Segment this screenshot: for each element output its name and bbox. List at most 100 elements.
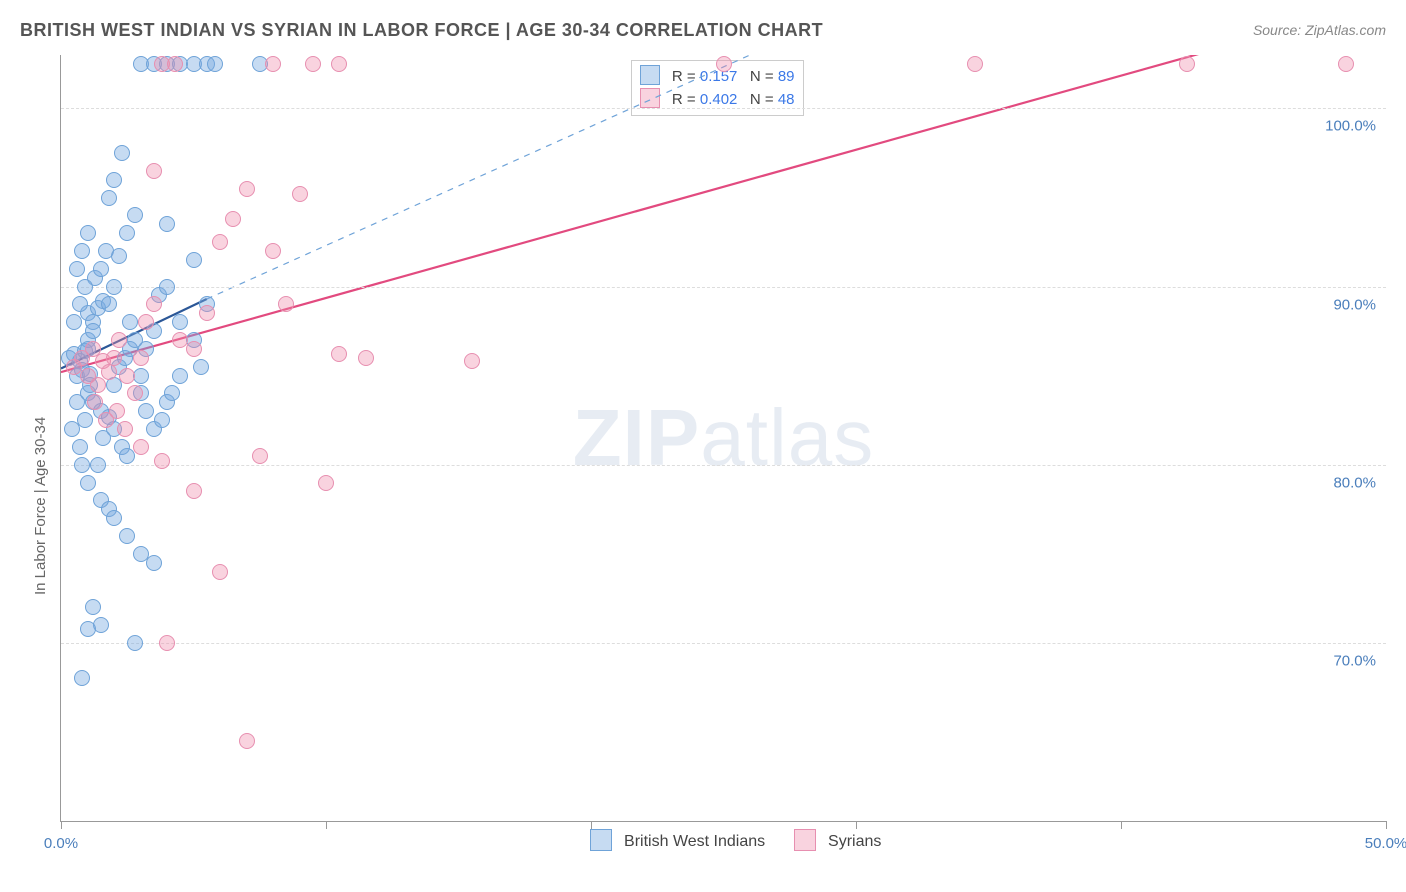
data-point bbox=[199, 305, 215, 321]
data-point bbox=[109, 403, 125, 419]
data-point bbox=[159, 216, 175, 232]
data-point bbox=[74, 457, 90, 473]
series-legend: British West Indians Syrians bbox=[61, 829, 1386, 851]
data-point bbox=[122, 314, 138, 330]
data-point bbox=[85, 323, 101, 339]
data-point bbox=[146, 555, 162, 571]
x-tick bbox=[326, 821, 327, 829]
data-point bbox=[193, 359, 209, 375]
data-point bbox=[305, 56, 321, 72]
data-point bbox=[74, 670, 90, 686]
data-point bbox=[358, 350, 374, 366]
data-point bbox=[146, 296, 162, 312]
data-point bbox=[239, 181, 255, 197]
y-tick-label: 90.0% bbox=[1333, 296, 1376, 313]
source-attribution: Source: ZipAtlas.com bbox=[1253, 22, 1386, 38]
data-point bbox=[69, 261, 85, 277]
trend-lines bbox=[61, 55, 1386, 821]
watermark-bold: ZIP bbox=[573, 393, 700, 482]
data-point bbox=[101, 364, 117, 380]
data-point bbox=[212, 234, 228, 250]
data-point bbox=[95, 430, 111, 446]
data-point bbox=[164, 385, 180, 401]
chart-container: In Labor Force | Age 30-34 ZIPatlas R = … bbox=[20, 55, 1386, 872]
plot-area: ZIPatlas R = 0.157 N = 89 R = 0.402 N = … bbox=[60, 55, 1386, 822]
data-point bbox=[278, 296, 294, 312]
data-point bbox=[464, 353, 480, 369]
r-label: R = bbox=[672, 91, 700, 108]
data-point bbox=[331, 346, 347, 362]
data-point bbox=[119, 528, 135, 544]
data-point bbox=[106, 172, 122, 188]
gridline-h bbox=[61, 465, 1386, 466]
data-point bbox=[172, 368, 188, 384]
swatch-bwi-bottom bbox=[590, 829, 612, 851]
swatch-syr bbox=[640, 88, 660, 108]
data-point bbox=[72, 439, 88, 455]
data-point bbox=[716, 56, 732, 72]
n-label: N = bbox=[742, 68, 778, 85]
data-point bbox=[111, 248, 127, 264]
data-point bbox=[117, 421, 133, 437]
data-point bbox=[93, 261, 109, 277]
y-axis-label: In Labor Force | Age 30-34 bbox=[32, 417, 49, 595]
data-point bbox=[77, 412, 93, 428]
data-point bbox=[138, 314, 154, 330]
n-value-syr: 48 bbox=[778, 91, 795, 108]
data-point bbox=[80, 621, 96, 637]
data-point bbox=[186, 252, 202, 268]
data-point bbox=[159, 635, 175, 651]
data-point bbox=[167, 56, 183, 72]
gridline-h bbox=[61, 108, 1386, 109]
data-point bbox=[85, 599, 101, 615]
data-point bbox=[119, 225, 135, 241]
data-point bbox=[318, 475, 334, 491]
x-tick bbox=[1121, 821, 1122, 829]
legend-label-syr: Syrians bbox=[828, 833, 881, 850]
data-point bbox=[265, 243, 281, 259]
x-tick bbox=[61, 821, 62, 829]
chart-title: BRITISH WEST INDIAN VS SYRIAN IN LABOR F… bbox=[20, 20, 823, 41]
data-point bbox=[77, 279, 93, 295]
data-point bbox=[127, 207, 143, 223]
data-point bbox=[101, 190, 117, 206]
r-label: R = bbox=[672, 68, 700, 85]
data-point bbox=[111, 332, 127, 348]
data-point bbox=[331, 56, 347, 72]
watermark-light: atlas bbox=[700, 393, 874, 482]
gridline-h bbox=[61, 287, 1386, 288]
data-point bbox=[172, 314, 188, 330]
x-tick-label: 50.0% bbox=[1365, 835, 1406, 852]
n-value-bwi: 89 bbox=[778, 68, 795, 85]
x-tick bbox=[1386, 821, 1387, 829]
data-point bbox=[106, 510, 122, 526]
y-tick-label: 100.0% bbox=[1325, 118, 1376, 135]
data-point bbox=[127, 385, 143, 401]
data-point bbox=[101, 296, 117, 312]
swatch-syr-bottom bbox=[794, 829, 816, 851]
data-point bbox=[292, 186, 308, 202]
data-point bbox=[74, 243, 90, 259]
x-tick bbox=[591, 821, 592, 829]
data-point bbox=[87, 394, 103, 410]
r-value-syr: 0.402 bbox=[700, 91, 738, 108]
data-point bbox=[133, 350, 149, 366]
x-tick bbox=[856, 821, 857, 829]
data-point bbox=[252, 448, 268, 464]
watermark: ZIPatlas bbox=[573, 392, 874, 484]
data-point bbox=[133, 439, 149, 455]
y-tick-label: 80.0% bbox=[1333, 474, 1376, 491]
data-point bbox=[207, 56, 223, 72]
data-point bbox=[138, 403, 154, 419]
data-point bbox=[90, 457, 106, 473]
data-point bbox=[225, 211, 241, 227]
data-point bbox=[106, 350, 122, 366]
data-point bbox=[127, 332, 143, 348]
data-point bbox=[159, 279, 175, 295]
data-point bbox=[66, 314, 82, 330]
y-tick-label: 70.0% bbox=[1333, 652, 1376, 669]
n-label: N = bbox=[742, 91, 778, 108]
data-point bbox=[114, 145, 130, 161]
x-tick-label: 0.0% bbox=[44, 835, 78, 852]
data-point bbox=[1179, 56, 1195, 72]
